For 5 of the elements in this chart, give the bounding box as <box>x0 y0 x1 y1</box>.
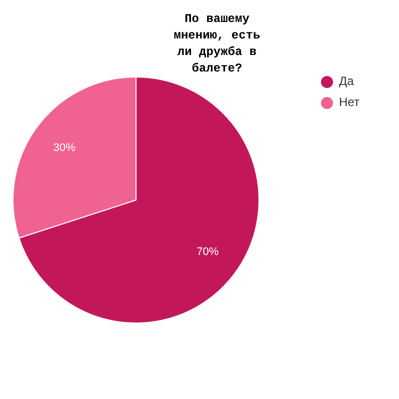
legend-label: Да <box>339 74 354 88</box>
data-label: 70% <box>196 246 219 258</box>
legend-label: Нет <box>339 95 360 110</box>
chart-title: По вашему мнению, есть ли дружба в балете? <box>174 12 260 76</box>
data-label: 30% <box>53 142 76 154</box>
